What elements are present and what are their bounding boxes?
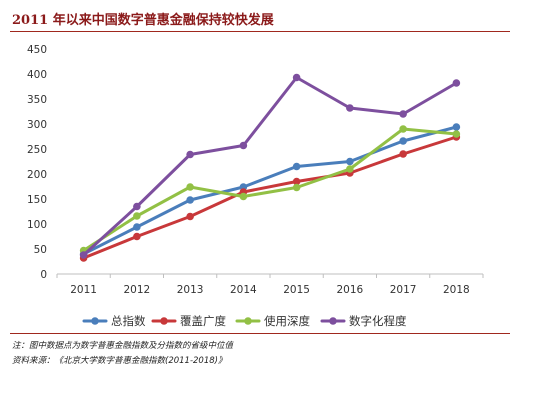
- y-tick-label: 100: [27, 219, 47, 231]
- chart-title: 2011 年以来中国数字普惠金融保持较快发展: [12, 13, 274, 28]
- data-point: [186, 150, 194, 159]
- x-tick-label: 2011: [70, 284, 97, 296]
- data-point: [399, 125, 407, 133]
- data-point: [399, 110, 407, 118]
- data-point: [186, 183, 194, 191]
- data-point: [186, 196, 194, 204]
- data-point: [346, 157, 354, 166]
- series-1: [79, 123, 461, 258]
- x-tick-label: 2012: [124, 284, 151, 296]
- series-4: [79, 73, 461, 259]
- data-point: [292, 73, 301, 82]
- x-tick-label: 2016: [337, 284, 364, 296]
- data-point: [186, 212, 194, 221]
- legend: 总指数 覆盖广度 使用深度 数字化程度: [82, 314, 407, 328]
- x-axis: 2011 2012 2013 2014 2015 2016 2017 2018: [56, 273, 484, 296]
- data-point: [452, 79, 461, 87]
- data-point: [292, 183, 301, 192]
- data-point: [452, 130, 461, 138]
- data-point: [133, 202, 141, 211]
- y-tick-label: 400: [27, 69, 47, 81]
- series-lines: [79, 73, 461, 262]
- data-point: [292, 162, 301, 171]
- y-tick-label: 250: [27, 144, 47, 156]
- legend-label: 使用深度: [264, 314, 310, 328]
- footer-divider: [10, 333, 510, 334]
- legend-label: 覆盖广度: [180, 314, 226, 328]
- legend-item: 使用深度: [235, 314, 310, 328]
- legend-label: 数字化程度: [349, 314, 407, 328]
- source-note: 资料来源：《北京大学数字普惠金融指数(2011-2018)》: [12, 356, 227, 366]
- series-2: [79, 133, 461, 262]
- y-tick-label: 200: [27, 169, 47, 181]
- series-line: [82, 125, 458, 256]
- legend-item: 覆盖广度: [151, 314, 226, 328]
- x-tick-label: 2015: [283, 284, 310, 296]
- legend-swatch-marker: [329, 317, 337, 325]
- legend-item: 数字化程度: [320, 314, 407, 328]
- y-axis: 0 50 100 150 200 250 300 350 400 450: [27, 44, 47, 281]
- data-point: [346, 165, 354, 173]
- legend-swatch-marker: [244, 317, 252, 325]
- series-line: [82, 135, 458, 260]
- data-point: [239, 192, 248, 201]
- legend-swatch-marker: [91, 317, 99, 325]
- y-tick-label: 300: [27, 119, 47, 131]
- data-point: [239, 141, 248, 150]
- data-point: [346, 104, 354, 112]
- data-point: [79, 251, 88, 259]
- legend-swatch-marker: [160, 317, 168, 325]
- y-tick-label: 0: [40, 269, 47, 281]
- x-tick-label: 2013: [177, 284, 204, 296]
- data-point: [399, 137, 407, 145]
- legend-item: 总指数: [82, 314, 146, 328]
- x-tick-label: 2014: [230, 284, 257, 296]
- data-point: [133, 232, 141, 241]
- data-point: [133, 212, 141, 220]
- data-point: [292, 177, 301, 186]
- data-point: [399, 150, 407, 158]
- x-tick-label: 2018: [443, 284, 470, 296]
- y-tick-label: 350: [27, 94, 47, 106]
- y-tick-label: 450: [27, 44, 47, 56]
- title-divider: [10, 31, 510, 32]
- chart-note: 注：图中数据点为数字普惠金融指数及分指数的省级中位值: [12, 341, 234, 351]
- legend-label: 总指数: [111, 314, 146, 328]
- data-point: [452, 123, 461, 131]
- x-tick-label: 2017: [390, 284, 417, 296]
- series-line: [82, 76, 458, 257]
- y-tick-label: 150: [27, 194, 47, 206]
- y-tick-label: 50: [34, 244, 47, 256]
- series-line: [82, 127, 458, 252]
- data-point: [133, 223, 141, 231]
- series-3: [79, 125, 461, 255]
